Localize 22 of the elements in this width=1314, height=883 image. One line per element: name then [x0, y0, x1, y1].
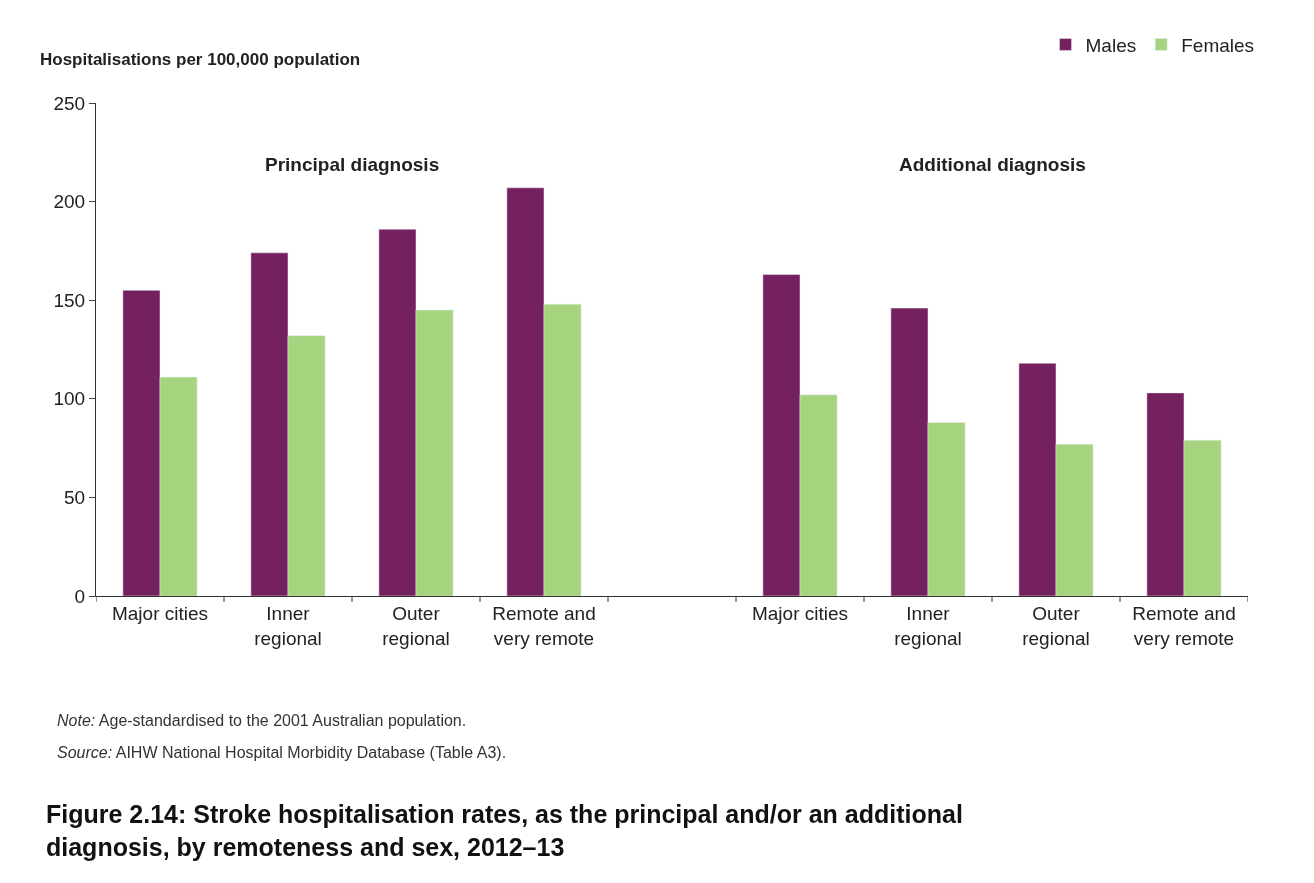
y-tick-label: 100 [53, 388, 86, 410]
annotation: Principal diagnosis [265, 154, 440, 175]
text: Figure 2.14: Stroke hospitalisation rates, as the principal and/or an additional diagnosis, by remoteness and sex, 2012–13 [46, 800, 963, 861]
x-tick-label: Outer regional [1022, 602, 1090, 649]
x-tick-label: Inner regional [254, 602, 322, 649]
x-tick-label: Outer regional [382, 602, 450, 649]
y-tick-label: 150 [53, 289, 86, 311]
x-tick-label: Major cities [751, 602, 849, 624]
y-tick-label: 200 [53, 191, 86, 213]
y-axis-title: Hospitalisations per 100,000 population [40, 50, 361, 69]
x-tick-label: Inner regional [894, 602, 962, 649]
y-tick-label: 0 [74, 585, 86, 607]
y-tick-label: 250 [53, 92, 86, 114]
x-tick-label: Remote and very remote [492, 602, 596, 649]
legend-label: Females [1181, 34, 1255, 56]
x-tick-label: Major cities [111, 602, 209, 624]
source-note: Source: AIHW National Hospital Morbidity Database (Table A3). [57, 744, 507, 761]
y-tick-label: 50 [64, 487, 86, 509]
annotation: Additional diagnosis [899, 154, 1086, 175]
text: Note: Age-standardised to the 2001 Australian population. [57, 712, 467, 729]
legend-label: Males [1085, 34, 1137, 56]
x-tick-label: Remote and very remote [1132, 602, 1236, 649]
